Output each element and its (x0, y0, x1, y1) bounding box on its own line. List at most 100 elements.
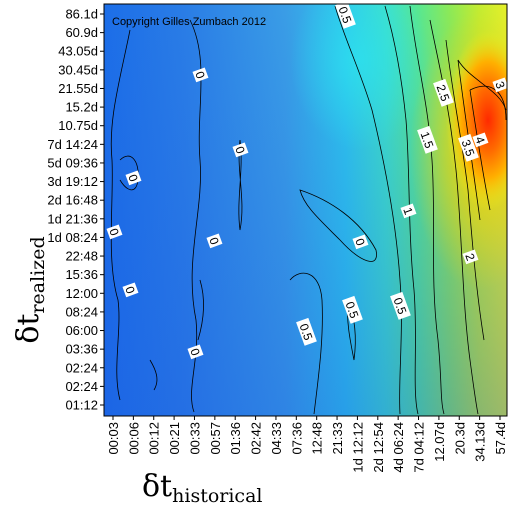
contour-label-text: 0 (352, 236, 368, 247)
contour-label-text: 1 (400, 205, 416, 216)
contour-label-text: 0.5 (297, 322, 316, 343)
x-tick-label: 34.13d (473, 422, 488, 462)
plot-frame (103, 3, 508, 417)
contour-label-text: 1.5 (418, 130, 437, 151)
contour-label-bg (400, 203, 417, 219)
y-tick-label: 15.2d (65, 100, 98, 115)
y-tick-label: 12:00 (65, 286, 98, 301)
contour-line (445, 39, 485, 341)
contour-label: 0.5 (342, 295, 363, 324)
y-tick-label: 21.55d (58, 81, 98, 96)
y-tick-label: 02:24 (65, 360, 98, 375)
contour-label-text: 0 (192, 69, 208, 80)
contour-label: 1.5 (417, 125, 438, 154)
contour-label-bg (125, 170, 142, 186)
y-tick-label: 5d 09:36 (47, 155, 98, 170)
x-axis-label: δthistorical (142, 469, 262, 507)
contour-label-bg (106, 224, 123, 240)
contour-label: 2 (462, 249, 479, 265)
y-tick-label: 03:36 (65, 342, 98, 357)
x-tick-label: 57.4d (493, 422, 508, 455)
contour-label: 0 (232, 142, 249, 158)
x-tick-label: 00:03 (106, 422, 121, 455)
contour-label-text: 4 (472, 134, 488, 145)
svg-text:δtrealized: δtrealized (11, 236, 49, 343)
y-tick-label: 86.1d (65, 7, 98, 22)
y-tick-label: 2d 16:48 (47, 193, 98, 208)
heatmap-cyan-region (290, 4, 430, 150)
contour-label-text: 0 (125, 172, 141, 183)
copyright-text: Copyright Gilles Zumbach 2012 (112, 16, 266, 28)
contour-label-text: 0.5 (391, 296, 410, 317)
contour-label-bg (206, 233, 223, 249)
contour-label-bg (342, 295, 363, 324)
contour-label-text: 2 (462, 251, 478, 262)
x-tick-label: 21:33 (330, 422, 345, 455)
x-tick-label: 02:42 (249, 422, 264, 455)
x-tick-label: 12:48 (310, 422, 325, 455)
contour-label: 0 (106, 224, 123, 240)
contour-line (110, 29, 131, 401)
y-tick-label: 43.05d (58, 44, 98, 59)
y-tick-label: 08:24 (65, 304, 98, 319)
contour-line (409, 5, 445, 415)
y-tick-label: 06:00 (65, 323, 98, 338)
contour-label: 2.5 (433, 78, 454, 107)
contour-label: 0.5 (390, 291, 411, 320)
x-tick-label: 07:36 (289, 422, 304, 455)
contour-label: 0.5 (296, 317, 317, 346)
y-tick-label: 22:48 (65, 249, 98, 264)
y-tick-label: 1d 21:36 (47, 211, 98, 226)
contour-label-bg (472, 132, 489, 148)
y-tick-label: 1d 08:24 (47, 230, 98, 245)
contour-label-bg (296, 317, 317, 346)
x-tick-label: 00:57 (208, 422, 223, 455)
contour-label: 3.5 (458, 133, 479, 162)
x-axis-label-main: δt (142, 469, 172, 504)
contour-label-bg (352, 234, 369, 250)
svg-text:δthistorical: δthistorical (142, 469, 262, 507)
contour-label-text: 3.5 (459, 138, 478, 159)
y-tick-label: 01:12 (65, 398, 98, 413)
contour-label-text: 3 (492, 79, 508, 90)
contour-label-text: 0 (232, 144, 248, 155)
contour-label-bg (232, 142, 249, 158)
contour-label-text: 0 (106, 226, 122, 237)
contour-line (289, 272, 323, 415)
contour-label: 0 (206, 233, 223, 249)
x-tick-label: 2d 12:54 (371, 422, 386, 473)
y-tick-label: 02:24 (65, 379, 98, 394)
contour-line (334, 5, 402, 415)
contour-label: 0 (352, 234, 369, 250)
y-tick-label: 10.75d (58, 118, 98, 133)
contour-label: 0 (125, 170, 142, 186)
x-tick-label: 00:33 (187, 422, 202, 455)
x-tick-label: 01:36 (228, 422, 243, 455)
y-tick-label: 7d 14:24 (47, 137, 98, 152)
contour-label-bg (433, 78, 454, 107)
x-tick-label: 20.3d (452, 422, 467, 455)
contour-line (299, 189, 377, 262)
contour-label: 1 (400, 203, 417, 219)
contour-label-bg (335, 4, 356, 29)
x-axis-ticks: 00:03 00:06 00:12 00:21 00:33 00:57 01:36 02:42… (106, 416, 508, 473)
x-tick-label: 1d 12:12 (350, 422, 365, 473)
contour-label-text: 0 (122, 284, 138, 295)
contour-label: 4 (472, 132, 489, 148)
x-tick-label: 04:33 (269, 422, 284, 455)
contour-label: 0 (192, 67, 209, 83)
contour-label-bg (187, 344, 204, 360)
contour-labels: 0 0 0 0 0 0 0 0 0.5 0.5 0.5 0.5 1 1.5 2 2.5 3 3.54 (106, 4, 508, 360)
y-axis-label-sub: realized (27, 236, 49, 313)
y-axis-label-main: δt (11, 314, 46, 344)
contour-label: 0.5 (335, 4, 356, 29)
x-tick-label: 00:12 (147, 422, 162, 455)
x-tick-label: 00:21 (167, 422, 182, 455)
contour-label-bg (458, 133, 479, 162)
x-axis-label-sub: historical (172, 485, 262, 507)
x-tick-label: 4d 06:24 (391, 422, 406, 473)
contour-label-text: 2.5 (434, 83, 453, 104)
contour-label-bg (417, 125, 438, 154)
contour-label-text: 0.5 (336, 5, 355, 26)
